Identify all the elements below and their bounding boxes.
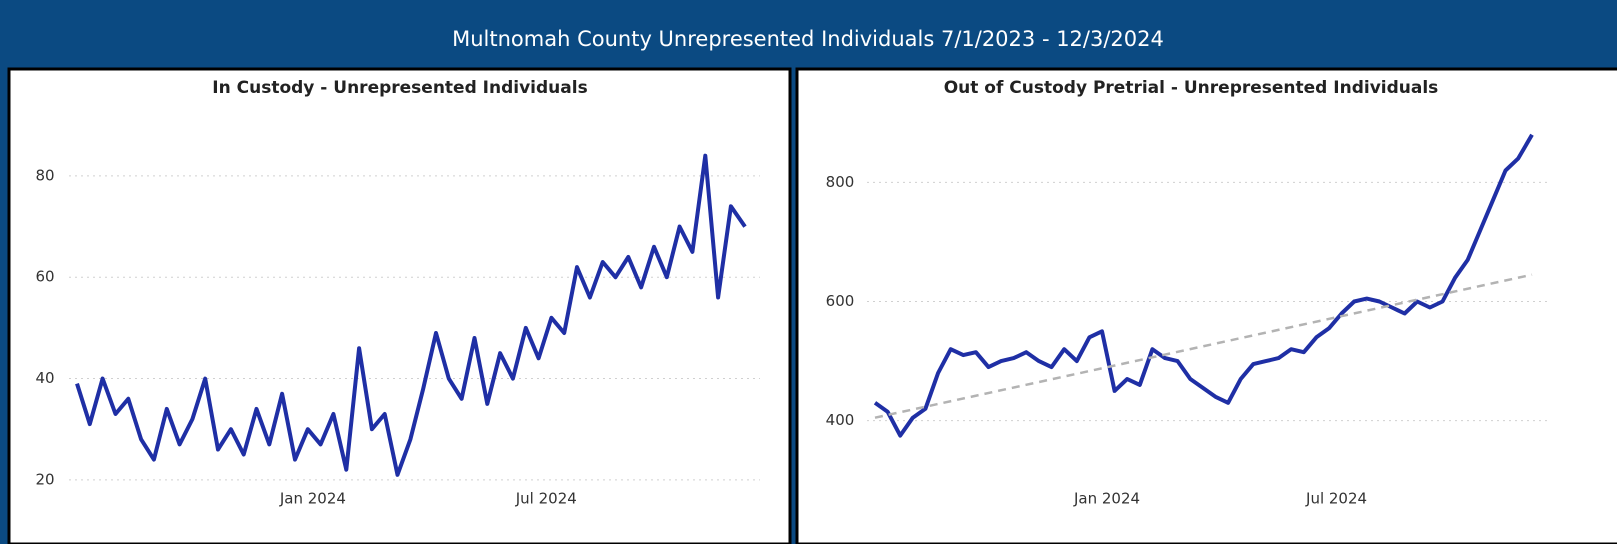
y-tick-label: 400 <box>826 411 855 429</box>
y-tick-label: 800 <box>826 173 855 191</box>
trend-line <box>874 273 1533 419</box>
chart-title: Out of Custody Pretrial - Unrepresented … <box>944 78 1439 98</box>
y-tick-label: 40 <box>35 369 54 387</box>
data-line <box>75 153 747 477</box>
y-tick-label: 600 <box>826 292 855 310</box>
x-tick-label: Jan 2024 <box>1073 490 1140 508</box>
x-tick-label: Jan 2024 <box>279 490 346 508</box>
header-bar <box>0 0 1617 68</box>
data-line <box>873 133 1534 438</box>
y-tick-label: 20 <box>35 470 54 488</box>
header-title: Multnomah County Unrepresented Individua… <box>452 27 1164 51</box>
x-tick-label: Jul 2024 <box>515 490 577 508</box>
x-tick-label: Jul 2024 <box>1305 490 1367 508</box>
y-tick-label: 80 <box>35 166 54 184</box>
chart-title: In Custody - Unrepresented Individuals <box>212 78 587 98</box>
y-tick-label: 60 <box>35 268 54 286</box>
panel <box>795 67 1617 544</box>
